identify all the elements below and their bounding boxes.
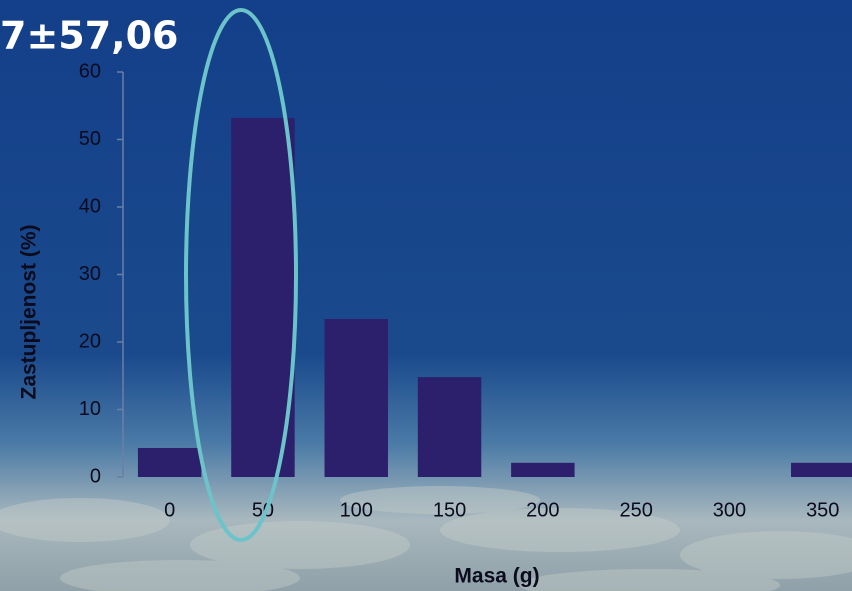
bar (417, 377, 482, 477)
y-tick-label: 60 (79, 60, 101, 82)
x-tick-label: 150 (433, 499, 466, 521)
stones (0, 486, 852, 591)
y-tick-label: 0 (90, 465, 101, 487)
x-tick-label: 350 (806, 499, 839, 521)
y-tick-label: 50 (79, 128, 101, 150)
x-tick-label: 100 (340, 499, 373, 521)
x-axis-title: Masa (g) (454, 565, 539, 588)
x-tick-label: 200 (526, 499, 559, 521)
x-tick-label: 300 (713, 499, 746, 521)
bar (511, 462, 575, 477)
y-axis-title: Zastupljenost (%) (18, 224, 41, 399)
bar (137, 447, 202, 477)
x-tick-label: 250 (619, 499, 652, 521)
y-tick-label: 20 (79, 330, 101, 352)
y-tick-label: 10 (79, 398, 101, 420)
title: 7±57,06 (0, 14, 178, 58)
highlight-ellipse (184, 8, 298, 542)
x-tick-label: 0 (164, 499, 175, 521)
y-tick-label: 30 (79, 263, 101, 285)
y-tick-label: 40 (79, 195, 101, 217)
bar (791, 462, 852, 477)
bar (231, 117, 295, 478)
bar (324, 319, 388, 477)
